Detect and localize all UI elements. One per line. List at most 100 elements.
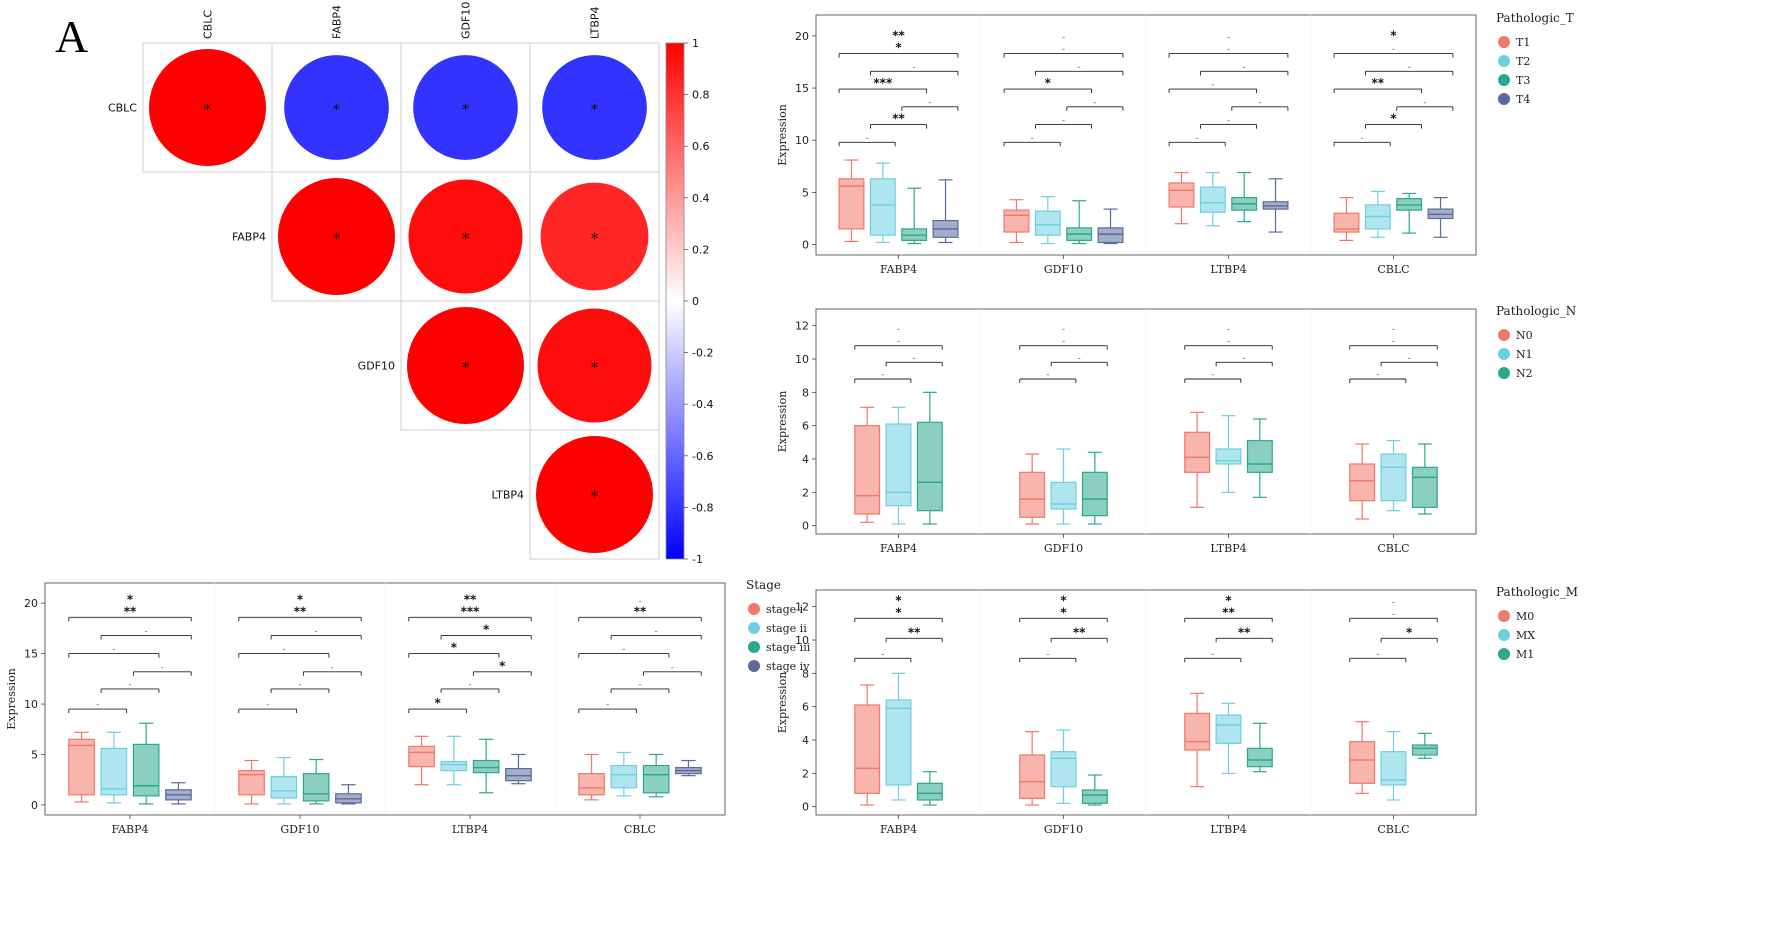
panel-b-bracket-gdf10-5-label: -	[1062, 45, 1065, 55]
panel-e-bracket-ltbp4-5-label: ***	[461, 604, 481, 618]
panel-e-top-label-gdf10: *	[297, 592, 304, 606]
panel-d-bracket-ltbp4-2-label: **	[1222, 605, 1235, 619]
panel-c-box-cblc-n1	[1380, 453, 1407, 502]
corr-sig-cblc-gdf10: *	[462, 101, 470, 119]
colorbar-tick-label-10: -1	[692, 553, 703, 566]
panel-b-legend-swatch-t1	[1498, 36, 1510, 48]
panel-c-ytick-label-12: 12	[795, 320, 809, 333]
panel-e-xtick-label-cblc: CBLC	[624, 823, 656, 836]
panel-b-bracket-cblc-3-label: **	[1372, 76, 1385, 90]
panel-e-bracket-ltbp4-4-label: *	[483, 622, 490, 636]
corr-circle-fabp4-gdf10	[408, 179, 523, 294]
corr-circle-cblc-ltbp4	[542, 55, 647, 160]
panel-b-bracket-fabp4-4-label: -	[913, 62, 916, 72]
panel-c-xtick-label-gdf10: GDF10	[1044, 542, 1083, 555]
panel-c-ytick-label-6: 6	[802, 420, 809, 433]
corr-row-label-ltbp4: LTBP4	[491, 489, 524, 502]
panel-b-legend-label-t1: T1	[1516, 36, 1530, 49]
panel-d-top-label-fabp4: *	[895, 593, 902, 607]
panel-e-bracket-cblc-3-label: -	[622, 645, 625, 655]
colorbar-tick-label-3: 0.4	[692, 192, 710, 205]
panel-d-xtick-label-fabp4: FABP4	[880, 823, 917, 836]
panel-e-bracket-gdf10-1-label: -	[298, 680, 301, 690]
panel-e-bracket-ltbp4-3-label: *	[451, 641, 458, 655]
panel-d-legend-title: Pathologic_M	[1496, 585, 1578, 599]
panel-d-bracket-cblc-0-label: -	[1376, 649, 1379, 659]
panel-d-bracket-ltbp4-1-label: **	[1238, 625, 1251, 639]
corr-row-label-fabp4: FABP4	[232, 231, 266, 244]
panel-c-top-label-ltbp4: -	[1227, 325, 1230, 335]
panel-b-box-gdf10-t2	[1034, 210, 1061, 236]
panel-c-bracket-fabp4-0-label: -	[881, 370, 884, 380]
panel-e-top-label-cblc: -	[638, 596, 641, 606]
panel-d-legend-label-m1: M1	[1516, 648, 1534, 661]
panel-e-bracket-fabp4-4-label: -	[145, 626, 148, 636]
panel-b-bracket-ltbp4-4-label: -	[1243, 62, 1246, 72]
panel-d-box-fabp4-mx	[885, 699, 912, 786]
panel-e-bracket-cblc-5-label: **	[634, 604, 647, 618]
panel-d-bracket-fabp4-2-label: *	[895, 605, 902, 619]
panel-d-xtick-label-gdf10: GDF10	[1044, 823, 1083, 836]
panel-c-box-cblc-n0	[1349, 463, 1376, 502]
panel-b-box-cblc-t1	[1333, 212, 1360, 233]
corr-row-label-cblc: CBLC	[108, 102, 137, 115]
panel-d-ytick-label-4: 4	[802, 734, 809, 747]
corr-sig-ltbp4-ltbp4: *	[591, 488, 599, 506]
panel-c-box-ltbp4-n0	[1184, 431, 1211, 473]
panel-d-ytick-label-8: 8	[802, 667, 809, 680]
panel-d-legend-swatch-m0	[1498, 610, 1510, 622]
panel-d-xtick-label-ltbp4: LTBP4	[1210, 823, 1246, 836]
panel-c-bracket-gdf10-0-label: -	[1046, 370, 1049, 380]
panel-c-ytick-label-2: 2	[802, 486, 809, 499]
panel-b-box-ltbp4-t1	[1168, 182, 1195, 208]
corr-col-label-cblc: CBLC	[202, 10, 215, 39]
panel-e-legend-label-stage-iii: stage iii	[766, 641, 811, 654]
panel-c-box-fabp4-n0	[854, 425, 881, 515]
panel-c-bracket-cblc-1-label: -	[1408, 353, 1411, 363]
panel-c-legend-label-n0: N0	[1516, 329, 1533, 342]
panel-b-bracket-gdf10-0-label: -	[1031, 133, 1034, 143]
panel-c-top-label-gdf10: -	[1062, 325, 1065, 335]
panel-e-legend-label-stage-i: stage i	[766, 603, 804, 616]
panel-b-bracket-fabp4-5-label: *	[895, 41, 902, 55]
panel-e-top-label-ltbp4: **	[464, 592, 477, 606]
panel-b-legend-title: Pathologic_T	[1496, 11, 1574, 25]
panel-d-box-cblc-m0	[1349, 741, 1376, 784]
panel-e-legend-label-stage-iv: stage iv	[766, 660, 810, 673]
panel-c-xtick-label-cblc: CBLC	[1377, 542, 1409, 555]
colorbar-tick-label-5: 0	[692, 295, 699, 308]
panel-b-pathologic-t: 05101520ExpressionFABP4-**-***-***GDF10-…	[776, 11, 1574, 276]
panel-d-bracket-ltbp4-0-label: -	[1211, 649, 1214, 659]
panel-e-legend-title: Stage	[746, 578, 781, 592]
panel-d-legend-swatch-m1	[1498, 648, 1510, 660]
panel-b-box-fabp4-t1	[838, 178, 865, 230]
panel-d-ytick-label-6: 6	[802, 701, 809, 714]
panel-b-bracket-cblc-2-label: -	[1423, 98, 1426, 108]
panel-b-bracket-cblc-5-label: -	[1392, 45, 1395, 55]
panel-e-box-ltbp4-stage-ii	[440, 760, 468, 772]
panel-d-xtick-label-cblc: CBLC	[1377, 823, 1409, 836]
panel-d-top-label-cblc: -	[1392, 597, 1395, 607]
corr-sig-cblc-fabp4: *	[333, 101, 341, 119]
panel-e-bracket-gdf10-2-label: -	[331, 663, 334, 673]
panel-d-box-cblc-m1	[1411, 744, 1438, 756]
panel-e-stage: 05101520ExpressionFABP4-----***GDF10----…	[5, 578, 811, 836]
panel-e-bracket-cblc-4-label: -	[655, 626, 658, 636]
panel-d-ylabel: Expression	[776, 672, 789, 734]
panel-d-box-ltbp4-mx	[1215, 714, 1242, 744]
panel-c-ytick-label-8: 8	[802, 386, 809, 399]
panel-e-legend-swatch-stage-i	[748, 603, 760, 615]
panel-b-box-gdf10-t4	[1097, 227, 1124, 244]
corr-sig-fabp4-ltbp4: *	[591, 230, 599, 248]
panel-d-bracket-cblc-2-label: -	[1392, 609, 1395, 619]
panel-c-bracket-fabp4-2-label: -	[897, 337, 900, 347]
panel-b-bracket-ltbp4-3-label: -	[1211, 80, 1214, 90]
panel-c-box-cblc-n2	[1411, 466, 1438, 508]
panel-e-box-ltbp4-stage-iii	[472, 759, 500, 774]
colorbar-tick-label-6: -0.2	[692, 347, 713, 360]
corr-circle-gdf10-ltbp4	[537, 308, 652, 423]
corr-sig-cblc-ltbp4: *	[591, 101, 599, 119]
panel-d-ytick-label-2: 2	[802, 767, 809, 780]
panel-b-bracket-fabp4-1-label: **	[892, 112, 905, 126]
panel-b-legend-label-t4: T4	[1516, 93, 1530, 106]
